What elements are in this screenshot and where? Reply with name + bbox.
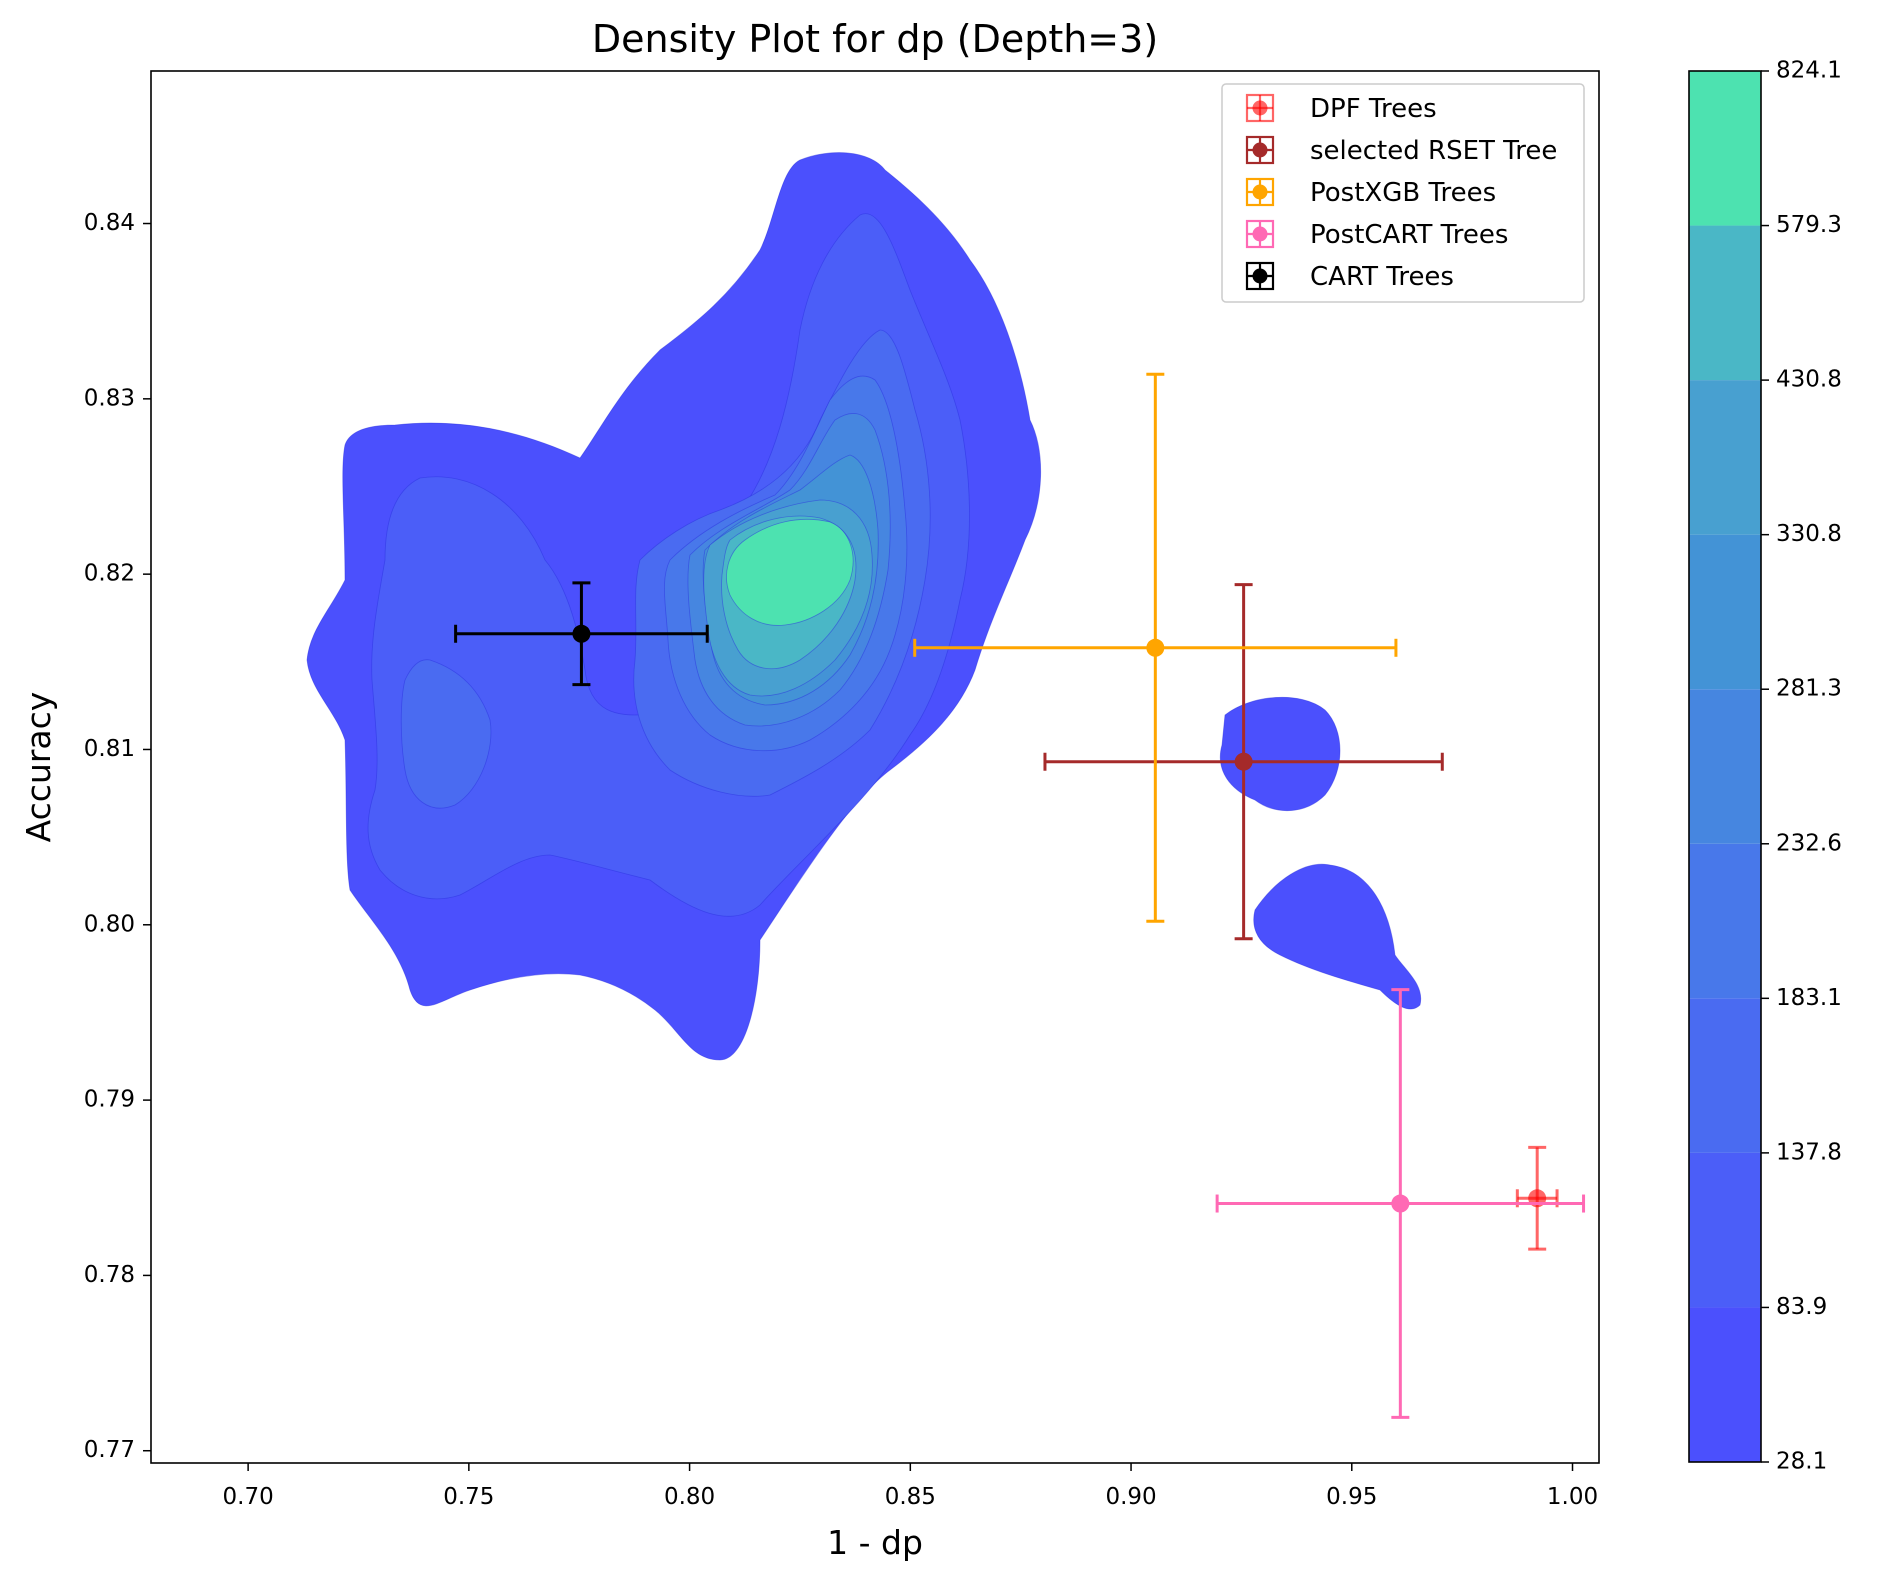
y-tick-label: 0.78 [84,1262,135,1288]
x-axis-label: 1 - dp [827,1523,923,1562]
colorbar-tick-label: 183.1 [1776,985,1842,1011]
legend-entry-dpf-trees: DPF Trees [1245,93,1437,124]
plot-frame [150,70,1600,1464]
colorbar-band [1689,1307,1761,1462]
colorbar-tick-label: 579.3 [1776,212,1842,238]
legend-marker [1245,135,1275,165]
legend-marker [1245,219,1275,249]
data-point [572,624,591,643]
y-axis-label: Accuracy [19,692,58,843]
colorbar-band [1689,1152,1761,1308]
x-tick: 1.00 [1547,1463,1598,1510]
y-tick: 0.82 [84,561,151,587]
x-tick-label: 0.90 [1105,1484,1156,1510]
colorbar-tick: 28.1 [1761,1449,1827,1475]
colorbar: 824.1 579.3 430.8 330.8 281.3 232.6 183.… [1688,58,1842,1475]
x-ticks: 0.70 0.75 0.80 0.85 0.90 0.95 1.00 [223,1463,1598,1510]
colorbar-tick: 330.8 [1761,521,1842,547]
colorbar-tick: 430.8 [1761,367,1842,393]
x-tick: 0.80 [664,1463,715,1510]
chart-title: Density Plot for dp (Depth=3) [592,17,1158,61]
colorbar-band [1689,689,1761,844]
colorbar-tick: 281.3 [1761,676,1842,702]
error-bar-series [454,372,1586,1419]
colorbar-tick-label: 330.8 [1776,521,1842,547]
colorbar-tick-label: 83.9 [1776,1294,1827,1320]
legend: DPF Trees selected RSET Tree PostXGB Tre… [1221,83,1585,303]
y-tick-label: 0.79 [84,1087,135,1113]
y-tick-label: 0.80 [84,911,135,937]
x-tick-label: 0.70 [223,1484,274,1510]
colorbar-tick: 183.1 [1761,985,1842,1011]
y-tick: 0.83 [84,385,151,411]
x-tick-label: 0.85 [885,1484,936,1510]
legend-entry-selected-rset-tree: selected RSET Tree [1245,135,1557,166]
legend-entry-postcart-trees: PostCART Trees [1245,219,1508,250]
density-region-lower [1253,863,1422,1010]
density-contours [306,152,1422,1061]
x-tick-label: 0.80 [664,1484,715,1510]
y-tick-label: 0.81 [84,736,135,762]
y-tick: 0.78 [84,1262,151,1288]
colorbar-frame [1688,70,1762,1463]
colorbar-band [1689,998,1761,1153]
x-tick: 0.90 [1105,1463,1157,1510]
legend-entry-postxgb-trees: PostXGB Trees [1245,177,1496,208]
x-tick: 0.95 [1326,1463,1377,1510]
x-tick-label: 0.95 [1326,1484,1377,1510]
y-tick-label: 0.77 [84,1437,135,1463]
legend-box [1221,83,1585,303]
x-tick-label: 1.00 [1547,1484,1598,1510]
y-tick: 0.81 [84,736,151,762]
y-tick: 0.77 [84,1437,151,1463]
series-postcart-trees [1215,988,1586,1419]
legend-label: CART Trees [1310,262,1454,292]
colorbar-tick-label: 137.8 [1776,1139,1842,1165]
colorbar-band [1689,843,1761,999]
colorbar-tick: 824.1 [1761,58,1842,84]
legend-label: DPF Trees [1310,94,1437,124]
legend-marker [1245,177,1275,207]
x-tick-label: 0.75 [443,1484,494,1510]
series-postxgb-trees [913,372,1398,923]
colorbar-band [1689,380,1761,535]
density-region-mid [1220,696,1341,812]
colorbar-tick-label: 430.8 [1776,367,1842,393]
colorbar-tick: 137.8 [1761,1139,1842,1165]
data-point [1146,638,1165,657]
legend-marker [1245,261,1275,291]
legend-label: PostCART Trees [1310,220,1508,250]
y-tick-label: 0.82 [84,561,135,587]
series-dpf-trees [1515,1145,1559,1251]
y-tick-label: 0.83 [84,385,135,411]
x-tick: 0.70 [223,1463,274,1510]
data-point [1391,1194,1410,1213]
y-tick: 0.84 [84,210,151,236]
x-tick: 0.85 [885,1463,936,1510]
colorbar-tick-label: 232.6 [1776,830,1842,856]
legend-entry-cart-trees: CART Trees [1245,261,1454,292]
colorbar-tick-label: 824.1 [1776,58,1842,84]
colorbar-tick-label: 281.3 [1776,676,1842,702]
legend-marker [1245,93,1275,123]
series-cart-trees [454,581,709,687]
colorbar-band [1689,71,1761,226]
colorbar-tick-label: 28.1 [1776,1449,1827,1475]
colorbar-tick: 232.6 [1761,830,1842,856]
data-point [1234,752,1253,771]
colorbar-band [1689,534,1761,690]
y-ticks: 0.77 0.78 0.79 0.80 0.81 0.82 0.83 0.84 [84,210,151,1463]
y-tick-label: 0.84 [84,210,135,236]
legend-label: selected RSET Tree [1310,136,1557,166]
colorbar-band [1689,225,1761,381]
y-tick: 0.80 [84,911,151,937]
y-tick: 0.79 [84,1087,151,1113]
series-selected-rset-tree [1043,583,1444,941]
colorbar-tick: 83.9 [1761,1294,1827,1320]
colorbar-tick: 579.3 [1761,212,1842,238]
x-tick: 0.75 [443,1463,494,1510]
legend-label: PostXGB Trees [1310,178,1496,208]
